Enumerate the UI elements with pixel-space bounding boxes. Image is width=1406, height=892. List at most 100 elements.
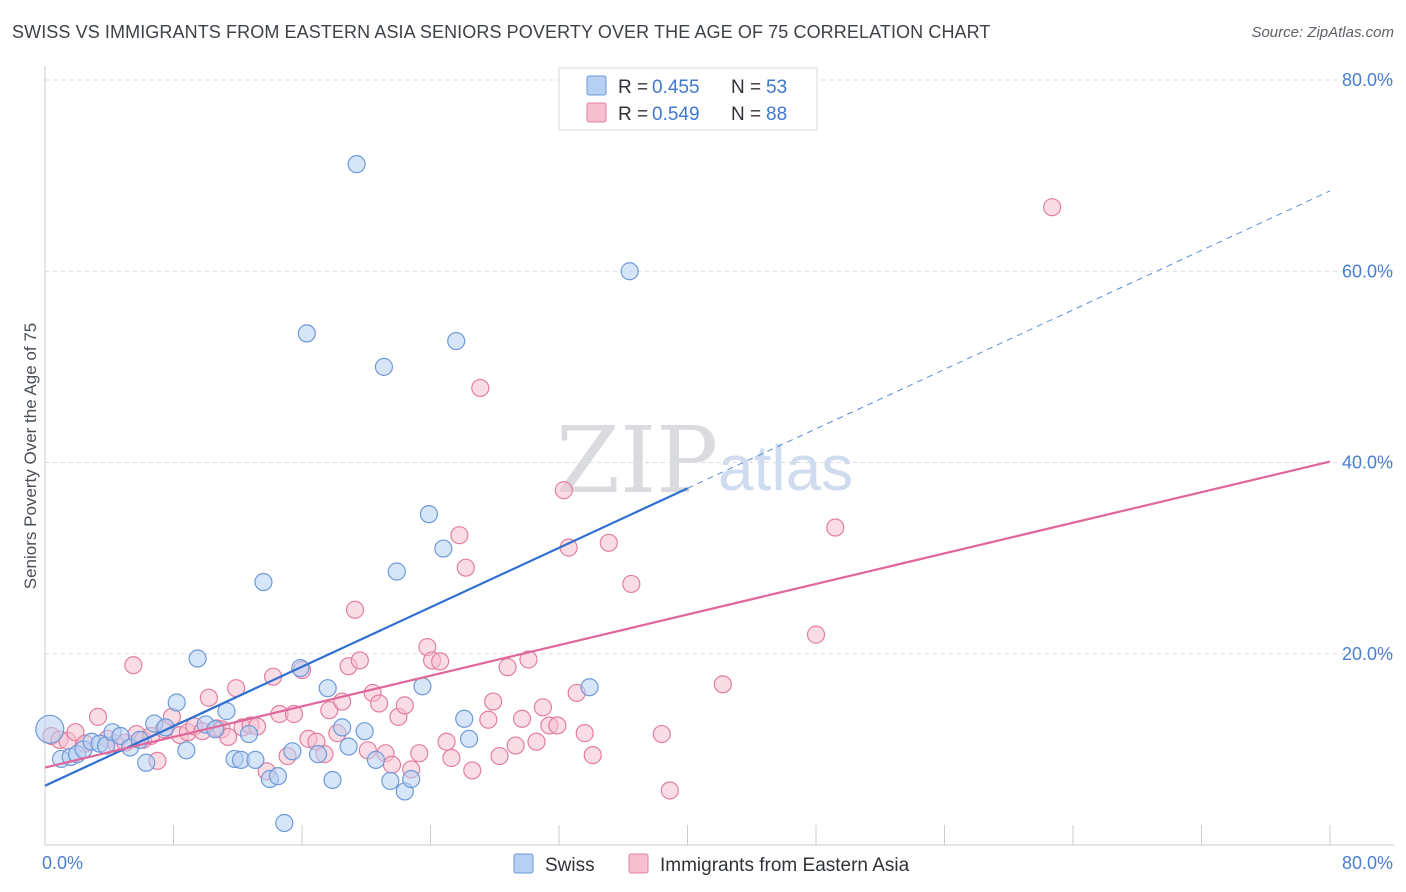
legend-swatch-swiss — [586, 75, 607, 96]
bottom-legend-swatch-asia — [628, 853, 649, 874]
data-point-swiss — [275, 813, 294, 833]
data-point-swiss — [323, 770, 342, 790]
data-point-asia — [599, 533, 618, 552]
legend-r-value-swiss: 0.455 — [652, 77, 700, 98]
data-point-asia — [437, 732, 456, 751]
data-point-swiss — [333, 718, 352, 737]
data-point-swiss — [188, 649, 207, 668]
data-point-asia — [660, 781, 679, 800]
data-point-swiss — [355, 722, 374, 741]
watermark-atlas: atlas — [718, 432, 853, 504]
watermark-zip: ZIP — [556, 407, 718, 514]
data-point-asia — [431, 652, 450, 671]
data-point-asia — [463, 761, 482, 780]
data-point-asia — [471, 378, 490, 398]
data-point-swiss — [434, 539, 453, 558]
data-point-asia — [506, 736, 525, 755]
x-tick-label: 0.0% — [42, 853, 83, 873]
data-point-asia — [622, 574, 641, 594]
axes — [44, 66, 1394, 846]
series-immigrants-eastern-asia — [42, 198, 1062, 800]
data-point-asia — [395, 696, 414, 715]
trend-line-asia — [44, 460, 1331, 769]
data-point-asia — [345, 600, 365, 619]
x-tick-label: 80.0% — [1342, 853, 1393, 873]
data-point-asia — [370, 694, 389, 713]
legend-r-label: R = — [618, 77, 648, 98]
y-tick-label: 40.0% — [1342, 453, 1393, 473]
data-point-asia — [826, 518, 845, 537]
data-point-swiss — [339, 737, 358, 756]
data-point-asia — [88, 707, 108, 726]
data-point-asia — [512, 709, 532, 728]
data-point-asia — [484, 692, 503, 711]
data-point-swiss — [167, 693, 186, 712]
data-point-asia — [479, 710, 498, 729]
data-point-asia — [554, 481, 573, 500]
source-credit: Source: ZipAtlas.com — [1251, 24, 1394, 41]
data-point-asia — [320, 701, 339, 720]
data-point-asia — [498, 658, 517, 677]
data-point-asia — [527, 732, 546, 751]
data-point-asia — [490, 746, 509, 766]
watermark: ZIP atlas — [556, 407, 853, 514]
data-point-swiss — [347, 155, 366, 174]
legend-n-label: N = — [731, 77, 761, 98]
data-point-swiss — [402, 769, 421, 789]
data-point-swiss — [419, 505, 438, 524]
trend-lines — [44, 190, 1331, 787]
bottom-legend-swatch-swiss — [513, 853, 534, 874]
data-point-swiss — [455, 709, 474, 728]
legend-n-label: N = — [731, 104, 761, 125]
data-point-swiss — [239, 724, 259, 744]
grid-lines — [45, 79, 1394, 655]
legend-r-label: R = — [618, 104, 648, 125]
data-point-asia — [575, 724, 594, 743]
y-tick-label: 80.0% — [1342, 70, 1393, 90]
data-point-asia — [450, 526, 469, 545]
data-point-asia — [519, 650, 538, 669]
trend-line-swiss — [44, 487, 688, 787]
y-tick-label: 20.0% — [1342, 644, 1393, 664]
legend-swatch-asia — [586, 102, 607, 123]
data-point-swiss — [381, 771, 400, 791]
data-point-swiss — [620, 262, 639, 281]
legend-r-value-asia: 0.549 — [652, 104, 700, 125]
series-swiss — [35, 155, 639, 833]
data-point-asia — [456, 558, 475, 577]
series-legend: Swiss Immigrants from Eastern Asia — [513, 853, 910, 876]
data-point-swiss — [308, 745, 328, 764]
data-point-swiss — [318, 679, 337, 698]
data-point-asia — [533, 698, 553, 717]
data-point-swiss — [374, 357, 394, 376]
data-point-asia — [410, 744, 429, 763]
legend-n-value-asia: 88 — [766, 104, 787, 125]
data-point-asia — [442, 748, 461, 768]
data-point-swiss — [283, 742, 302, 761]
data-point-asia — [1043, 198, 1062, 217]
data-point-swiss — [246, 750, 265, 769]
data-point-asia — [199, 688, 218, 707]
data-point-swiss — [580, 678, 599, 697]
data-point-swiss — [447, 331, 466, 351]
data-point-swiss — [137, 753, 156, 772]
data-point-swiss — [254, 572, 273, 592]
data-point-asia — [350, 651, 369, 670]
chart-title: SWISS VS IMMIGRANTS FROM EASTERN ASIA SE… — [12, 22, 991, 42]
x-tick-labels: 0.0% 80.0% — [42, 853, 1393, 873]
data-point-swiss — [297, 324, 316, 343]
y-tick-labels: 20.0% 40.0% 60.0% 80.0% — [1342, 70, 1393, 664]
data-point-swiss — [366, 750, 385, 769]
data-point-asia — [124, 656, 143, 675]
trend-line-swiss-extension — [687, 190, 1331, 489]
data-point-swiss — [459, 729, 479, 748]
bottom-legend-label-swiss: Swiss — [545, 855, 595, 876]
data-point-asia — [548, 716, 567, 735]
legend-n-value-swiss: 53 — [766, 77, 787, 98]
bottom-legend-label-asia: Immigrants from Eastern Asia — [660, 855, 910, 876]
data-point-swiss — [413, 677, 432, 696]
y-tick-label: 60.0% — [1342, 261, 1393, 281]
data-point-asia — [382, 755, 402, 774]
data-point-swiss — [268, 767, 288, 786]
